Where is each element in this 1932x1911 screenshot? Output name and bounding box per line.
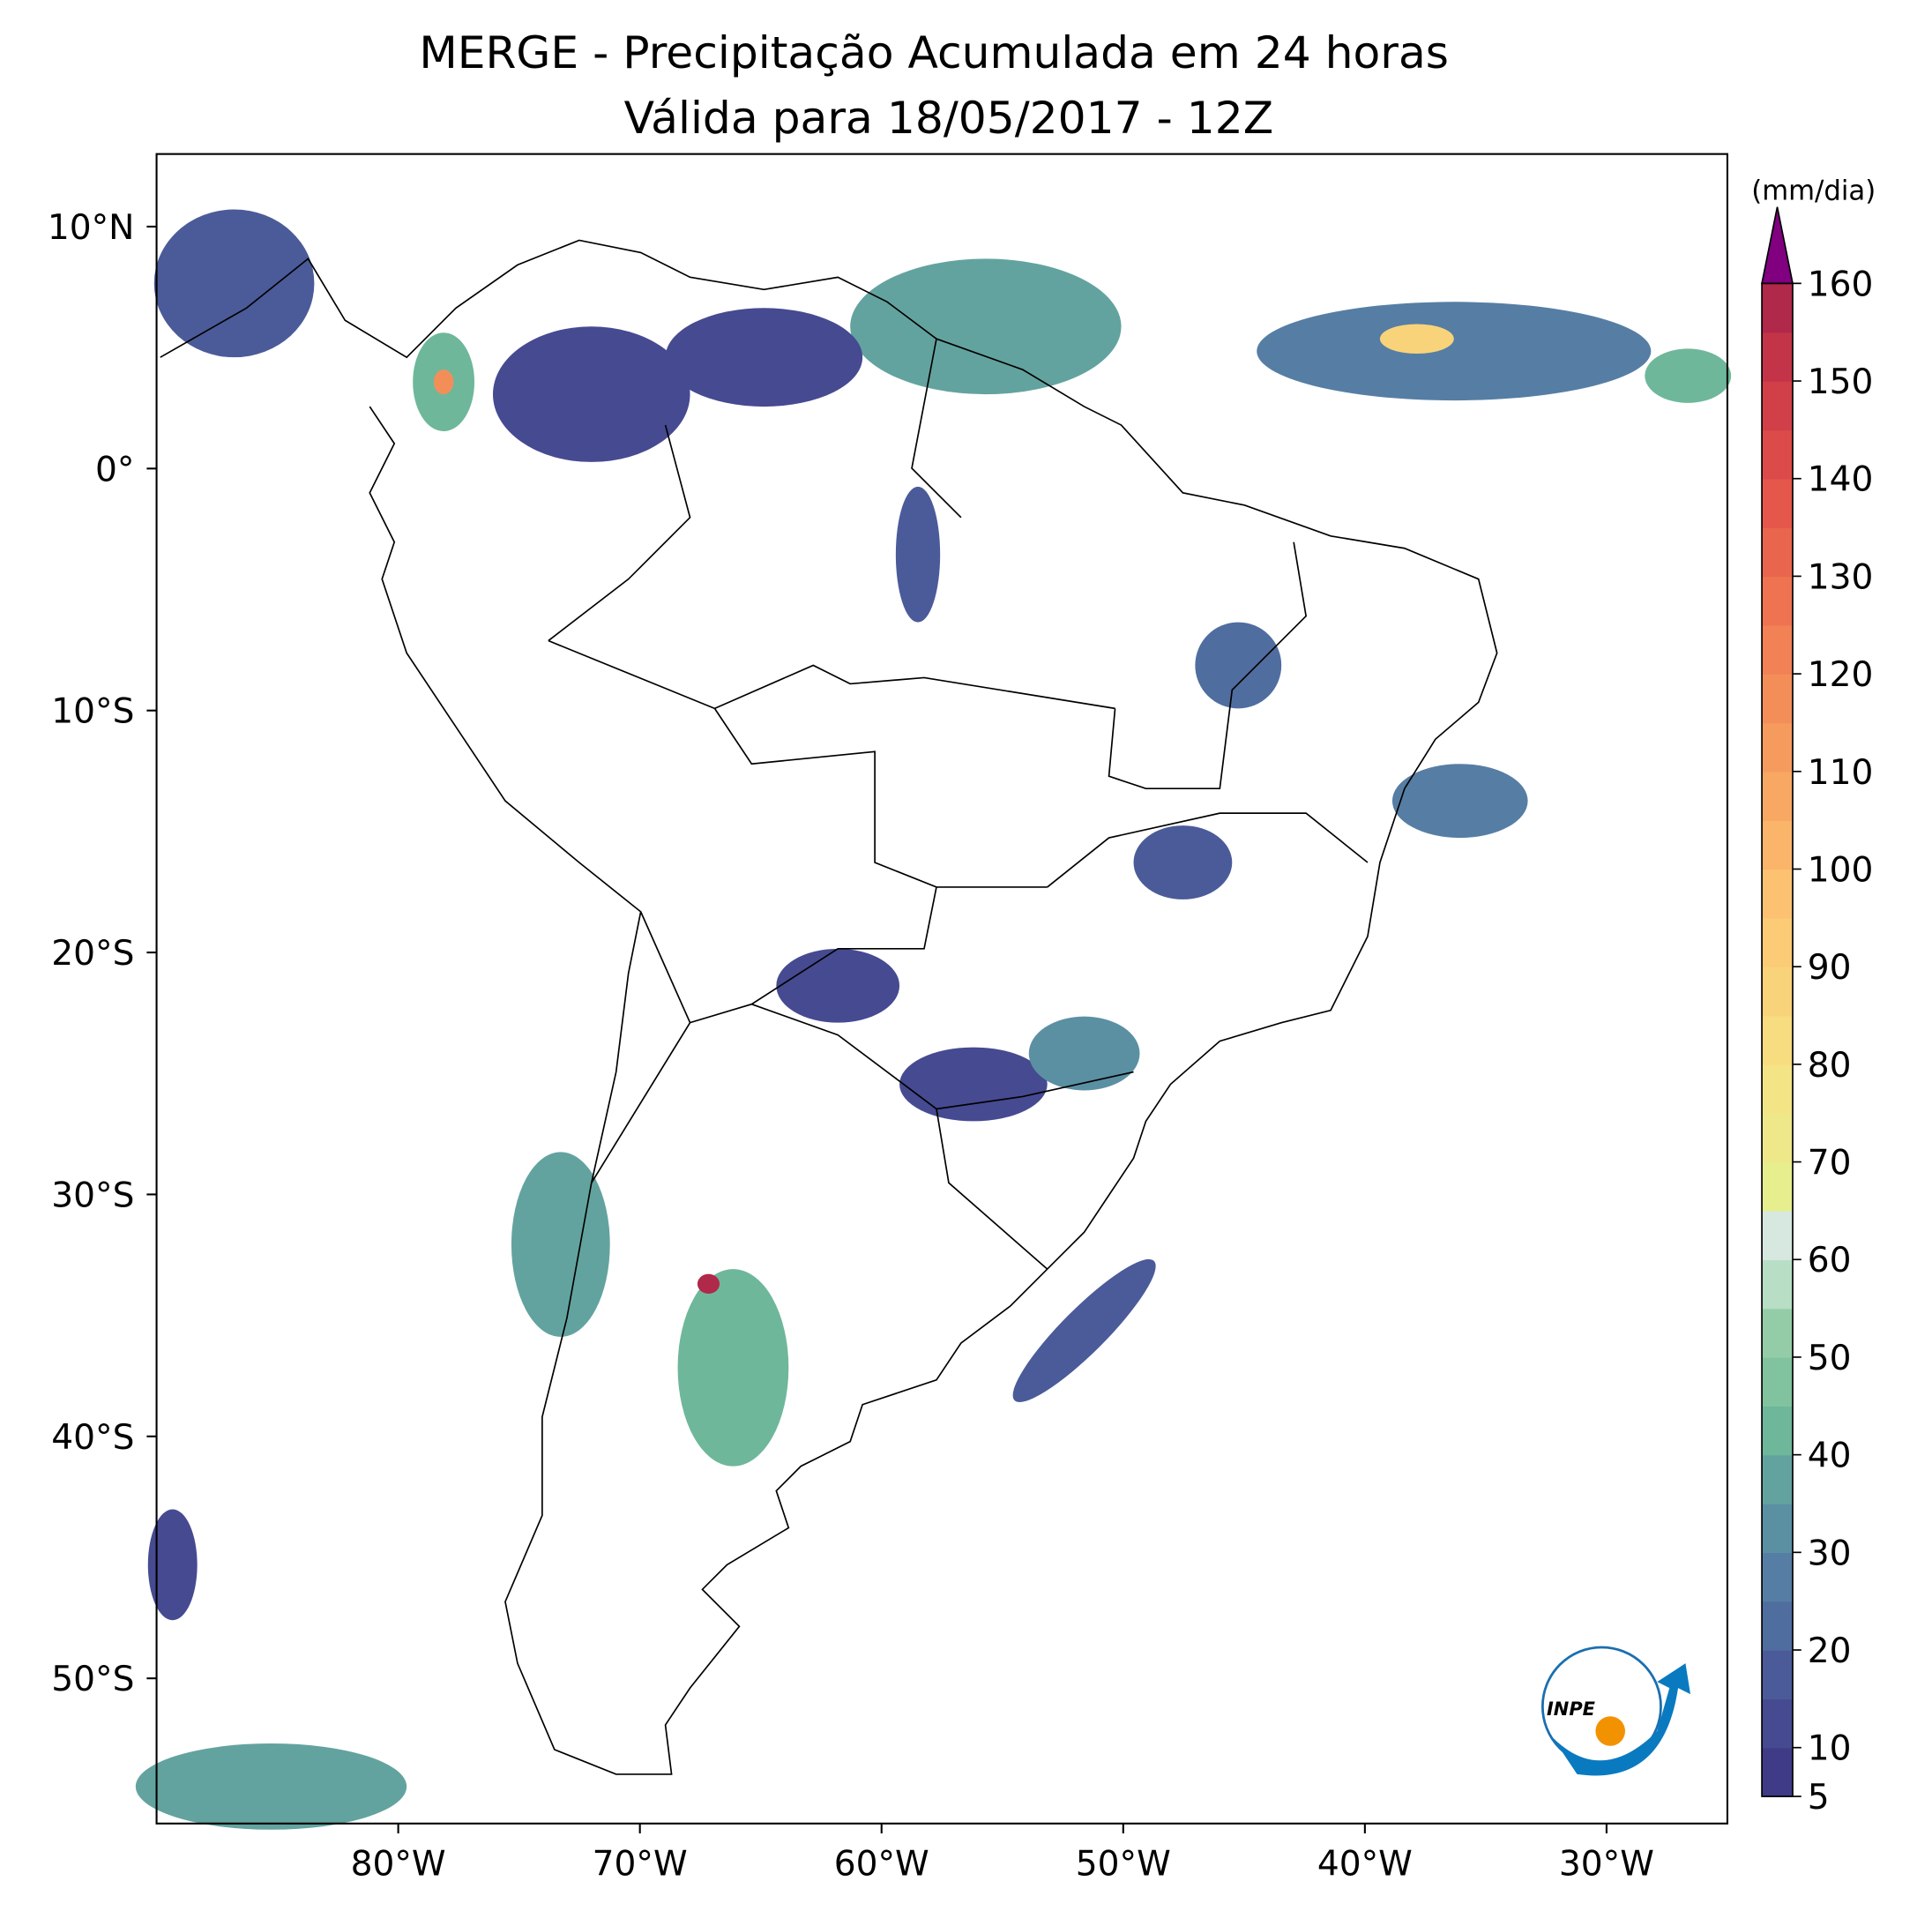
colorbar-frame (1761, 282, 1794, 1797)
colorbar-band (1762, 1406, 1793, 1456)
logo-dot (1595, 1716, 1625, 1746)
colorbar-band (1762, 967, 1793, 1017)
rain-area (895, 486, 941, 623)
colorbar-extend (1761, 206, 1794, 285)
rain-area (1257, 302, 1652, 401)
logo-text: INPE (1547, 1698, 1596, 1720)
colorbar-tick-label: 50 (1808, 1339, 1852, 1378)
colorbar-band (1762, 1161, 1793, 1212)
colorbar-tick-label: 10 (1808, 1729, 1852, 1769)
colorbar-band (1762, 332, 1793, 382)
colorbar-tick-label: 130 (1808, 557, 1874, 597)
title: MERGE - Precipitação Acumulada em 24 hor… (419, 26, 1449, 78)
colorbar-band (1762, 1210, 1793, 1260)
colorbar-tick-label: 70 (1808, 1144, 1852, 1183)
colorbar-tick-label: 160 (1808, 265, 1874, 304)
colorbar-label: (mm/dia) (1751, 175, 1876, 206)
rain-area (697, 1273, 720, 1295)
x-tick-label: 60°W (834, 1844, 929, 1884)
rain-area (492, 326, 690, 462)
colorbar-band (1762, 1259, 1793, 1310)
colorbar-band (1762, 1454, 1793, 1504)
subtitle: Válida para 18/05/2017 - 12Z (624, 92, 1273, 144)
colorbar-band (1762, 869, 1793, 919)
colorbar-band (1762, 624, 1793, 675)
y-tick-label: 10°S (51, 692, 134, 732)
colorbar-tick-label: 100 (1808, 850, 1874, 890)
colorbar-band (1762, 674, 1793, 724)
rain-area (1028, 1016, 1140, 1091)
colorbar-band (1762, 1552, 1793, 1602)
rain-area (135, 1743, 407, 1830)
rain-area (1379, 324, 1454, 354)
colorbar-band (1762, 478, 1793, 528)
colorbar-tick-label: 140 (1808, 460, 1874, 500)
colorbar-band (1762, 1015, 1793, 1065)
colorbar-tick-label: 150 (1808, 362, 1874, 402)
rain-area (1133, 825, 1233, 900)
colorbar-tick-label: 90 (1808, 948, 1852, 988)
coastline (160, 239, 1498, 1775)
colorbar-tick-label: 80 (1808, 1046, 1852, 1086)
map-frame (155, 153, 1728, 1825)
rain-area (511, 1152, 610, 1337)
colorbar-band (1762, 917, 1793, 967)
colorbar-band (1762, 1308, 1793, 1358)
rain-area (1012, 1258, 1156, 1402)
logo: INPE (1540, 1646, 1691, 1776)
rain-area (1645, 348, 1732, 403)
y-tick-label: 40°S (51, 1418, 134, 1458)
y-tick-label: 50°S (51, 1660, 134, 1699)
colorbar-band (1762, 576, 1793, 626)
x-tick-label: 30°W (1559, 1844, 1654, 1884)
borders (548, 339, 1369, 1270)
colorbar-band (1762, 722, 1793, 773)
y-tick-label: 30°S (51, 1176, 134, 1215)
colorbar-band (1762, 381, 1793, 431)
colorbar-band (1762, 771, 1793, 821)
colorbar-tick-label: 110 (1808, 753, 1874, 793)
colorbar-tick-label: 5 (1808, 1778, 1830, 1818)
colorbar-band (1762, 1064, 1793, 1114)
logo-arrow (1552, 1663, 1691, 1776)
rain-area (1391, 764, 1528, 839)
colorbar-band (1762, 1698, 1793, 1749)
x-tick-label: 70°W (593, 1844, 688, 1884)
colorbar-tick-label: 30 (1808, 1534, 1852, 1573)
rain-area (147, 1509, 198, 1621)
rain-area (1195, 622, 1282, 709)
colorbar-band (1762, 820, 1793, 870)
x-tick-label: 80°W (351, 1844, 446, 1884)
rain-area (665, 308, 863, 407)
colorbar-band (1762, 429, 1793, 480)
rain-area (776, 948, 900, 1023)
rain-areas (135, 209, 1732, 1830)
colorbar-band (1762, 1503, 1793, 1554)
x-tick-label: 40°W (1317, 1844, 1413, 1884)
colorbar-tick-label: 20 (1808, 1631, 1852, 1671)
rain-area (153, 209, 315, 358)
colorbar-band (1762, 527, 1793, 578)
y-tick-label: 0° (95, 450, 134, 489)
map (135, 153, 1732, 1830)
colorbar-band (1762, 1113, 1793, 1163)
colorbar-tick-label: 60 (1808, 1241, 1852, 1280)
y-tick-label: 10°N (48, 208, 135, 248)
colorbar-band (1762, 1650, 1793, 1700)
rain-area (433, 370, 454, 395)
colorbar-band (1762, 1601, 1793, 1651)
rain-area (677, 1269, 789, 1467)
rain-area (850, 258, 1122, 395)
colorbar-tick-label: 40 (1808, 1437, 1852, 1476)
colorbar-band (1762, 1356, 1793, 1407)
y-tick-label: 20°S (51, 934, 134, 974)
rain-area (899, 1047, 1048, 1122)
x-tick-label: 50°W (1076, 1844, 1171, 1884)
colorbar-tick-label: 120 (1808, 655, 1874, 695)
colorbar-band (1762, 1747, 1793, 1797)
colorbar-band (1762, 283, 1793, 333)
